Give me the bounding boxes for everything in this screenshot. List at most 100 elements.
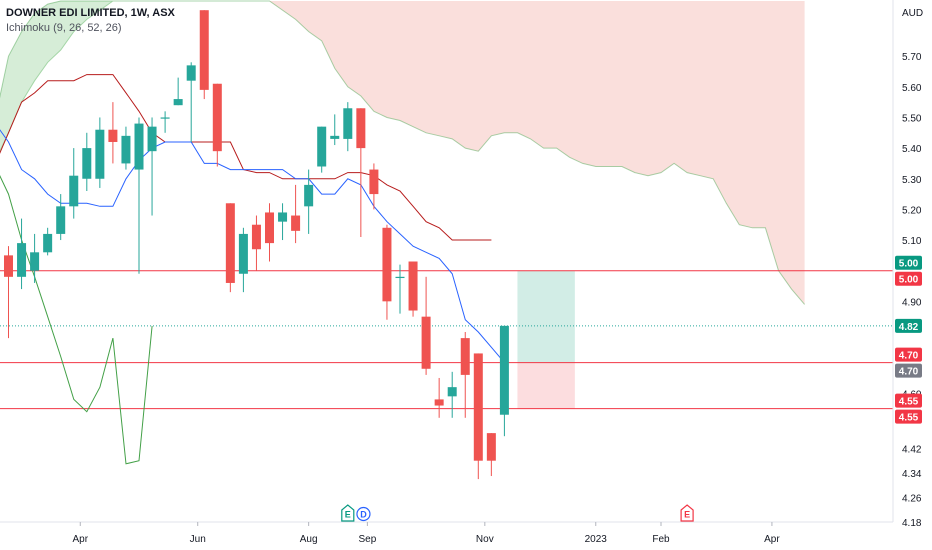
candle — [278, 203, 288, 241]
candle — [212, 83, 222, 167]
candle — [408, 261, 418, 317]
price-tick-label: 5.40 — [902, 144, 922, 155]
candle — [434, 377, 444, 418]
profit-zone — [517, 270, 575, 363]
candle — [343, 102, 353, 152]
indicator-label[interactable]: Ichimoku (9, 26, 52, 26) — [6, 22, 122, 34]
candle — [69, 148, 79, 219]
candle — [173, 77, 183, 106]
time-tick-label: Jun — [190, 534, 206, 545]
event-marker[interactable]: D — [356, 506, 371, 522]
candle-body — [486, 433, 496, 461]
candle — [108, 102, 118, 164]
price-tag: 5.00 — [895, 255, 922, 270]
price-tick-label: 5.60 — [902, 83, 922, 94]
candle-body — [251, 224, 261, 250]
candle-body — [199, 10, 209, 90]
price-tag: 4.82 — [895, 318, 922, 333]
price-tag-box — [895, 409, 922, 424]
event-marker[interactable]: E — [341, 504, 355, 522]
candle — [95, 117, 105, 188]
candle — [421, 276, 431, 375]
candle-body — [238, 233, 248, 274]
price-tag: 4.55 — [895, 409, 922, 424]
candle-body — [382, 227, 392, 302]
candle-body — [343, 108, 353, 139]
cloud-span-a — [0, 0, 805, 305]
candle — [291, 184, 301, 244]
candle — [499, 325, 509, 437]
price-tag: 4.70 — [895, 347, 922, 362]
candle — [238, 227, 248, 293]
event-marker-label: E — [345, 510, 351, 520]
chart-legend: DOWNER EDI LIMITED, 1W, ASX Ichimoku (9,… — [6, 6, 175, 36]
price-tag-box — [895, 255, 922, 270]
candle-body — [225, 203, 235, 283]
earnings-marker-shape — [341, 504, 355, 522]
candle — [317, 126, 327, 173]
candle — [4, 246, 13, 339]
price-tick-label: 4.90 — [902, 297, 922, 308]
candle-body — [121, 135, 131, 164]
symbol-title[interactable]: DOWNER EDI LIMITED, 1W, ASX — [6, 7, 175, 19]
price-tick-label: 5.10 — [902, 236, 922, 247]
price-tag-label: 5.00 — [899, 259, 919, 270]
candle-body — [160, 117, 170, 119]
candle-body — [473, 353, 483, 461]
candle-body — [69, 175, 79, 207]
candle — [43, 227, 53, 256]
candle-body — [173, 99, 183, 106]
price-tick-label: 5.50 — [902, 113, 922, 124]
price-tag-label: 4.55 — [899, 397, 919, 408]
candle-body — [434, 399, 444, 406]
candle — [56, 194, 66, 241]
price-tag: 4.55 — [895, 393, 922, 408]
loss-zone — [517, 362, 575, 409]
candle-body — [356, 108, 366, 149]
time-tick-label: 2023 — [585, 534, 608, 545]
price-tag-box — [895, 271, 922, 286]
candle-body — [265, 212, 274, 244]
candle-body — [317, 126, 327, 167]
candle — [330, 114, 340, 146]
candle — [473, 353, 483, 480]
dividend-marker-shape — [356, 506, 371, 522]
candle-body — [147, 126, 157, 152]
price-tick-label: 5.20 — [902, 205, 922, 216]
candle-body — [460, 338, 470, 375]
candle-body — [369, 169, 379, 195]
price-tag: 4.70 — [895, 363, 922, 378]
candle — [199, 10, 209, 100]
candle-body — [212, 83, 222, 152]
candle — [225, 203, 235, 293]
ichimoku-cloud — [0, 0, 805, 305]
candle-body — [395, 276, 405, 279]
candles — [4, 10, 509, 480]
time-tick-label: Apr — [764, 534, 780, 545]
candle-body — [30, 252, 40, 271]
price-lines — [0, 270, 893, 410]
price-tick-label: 4.26 — [902, 493, 922, 504]
candle — [134, 117, 144, 274]
price-tag: 5.00 — [895, 271, 922, 286]
event-marker[interactable]: E — [680, 504, 694, 522]
candle — [486, 433, 496, 477]
candle — [186, 62, 196, 142]
price-tick-label: 5.30 — [902, 175, 922, 186]
currency-label: AUD — [902, 8, 923, 19]
candle-body — [82, 148, 92, 179]
price-tag-label: 4.82 — [899, 322, 919, 333]
candle — [147, 117, 157, 216]
time-tick-label: Nov — [476, 534, 494, 545]
candle — [121, 126, 131, 170]
candle — [304, 169, 314, 234]
cloud-bearish — [60, 1, 805, 305]
candle-body — [4, 255, 13, 277]
candle — [17, 218, 27, 290]
event-marker-label: E — [684, 510, 690, 520]
candle-body — [56, 206, 66, 234]
price-tag-label: 4.70 — [899, 367, 919, 378]
